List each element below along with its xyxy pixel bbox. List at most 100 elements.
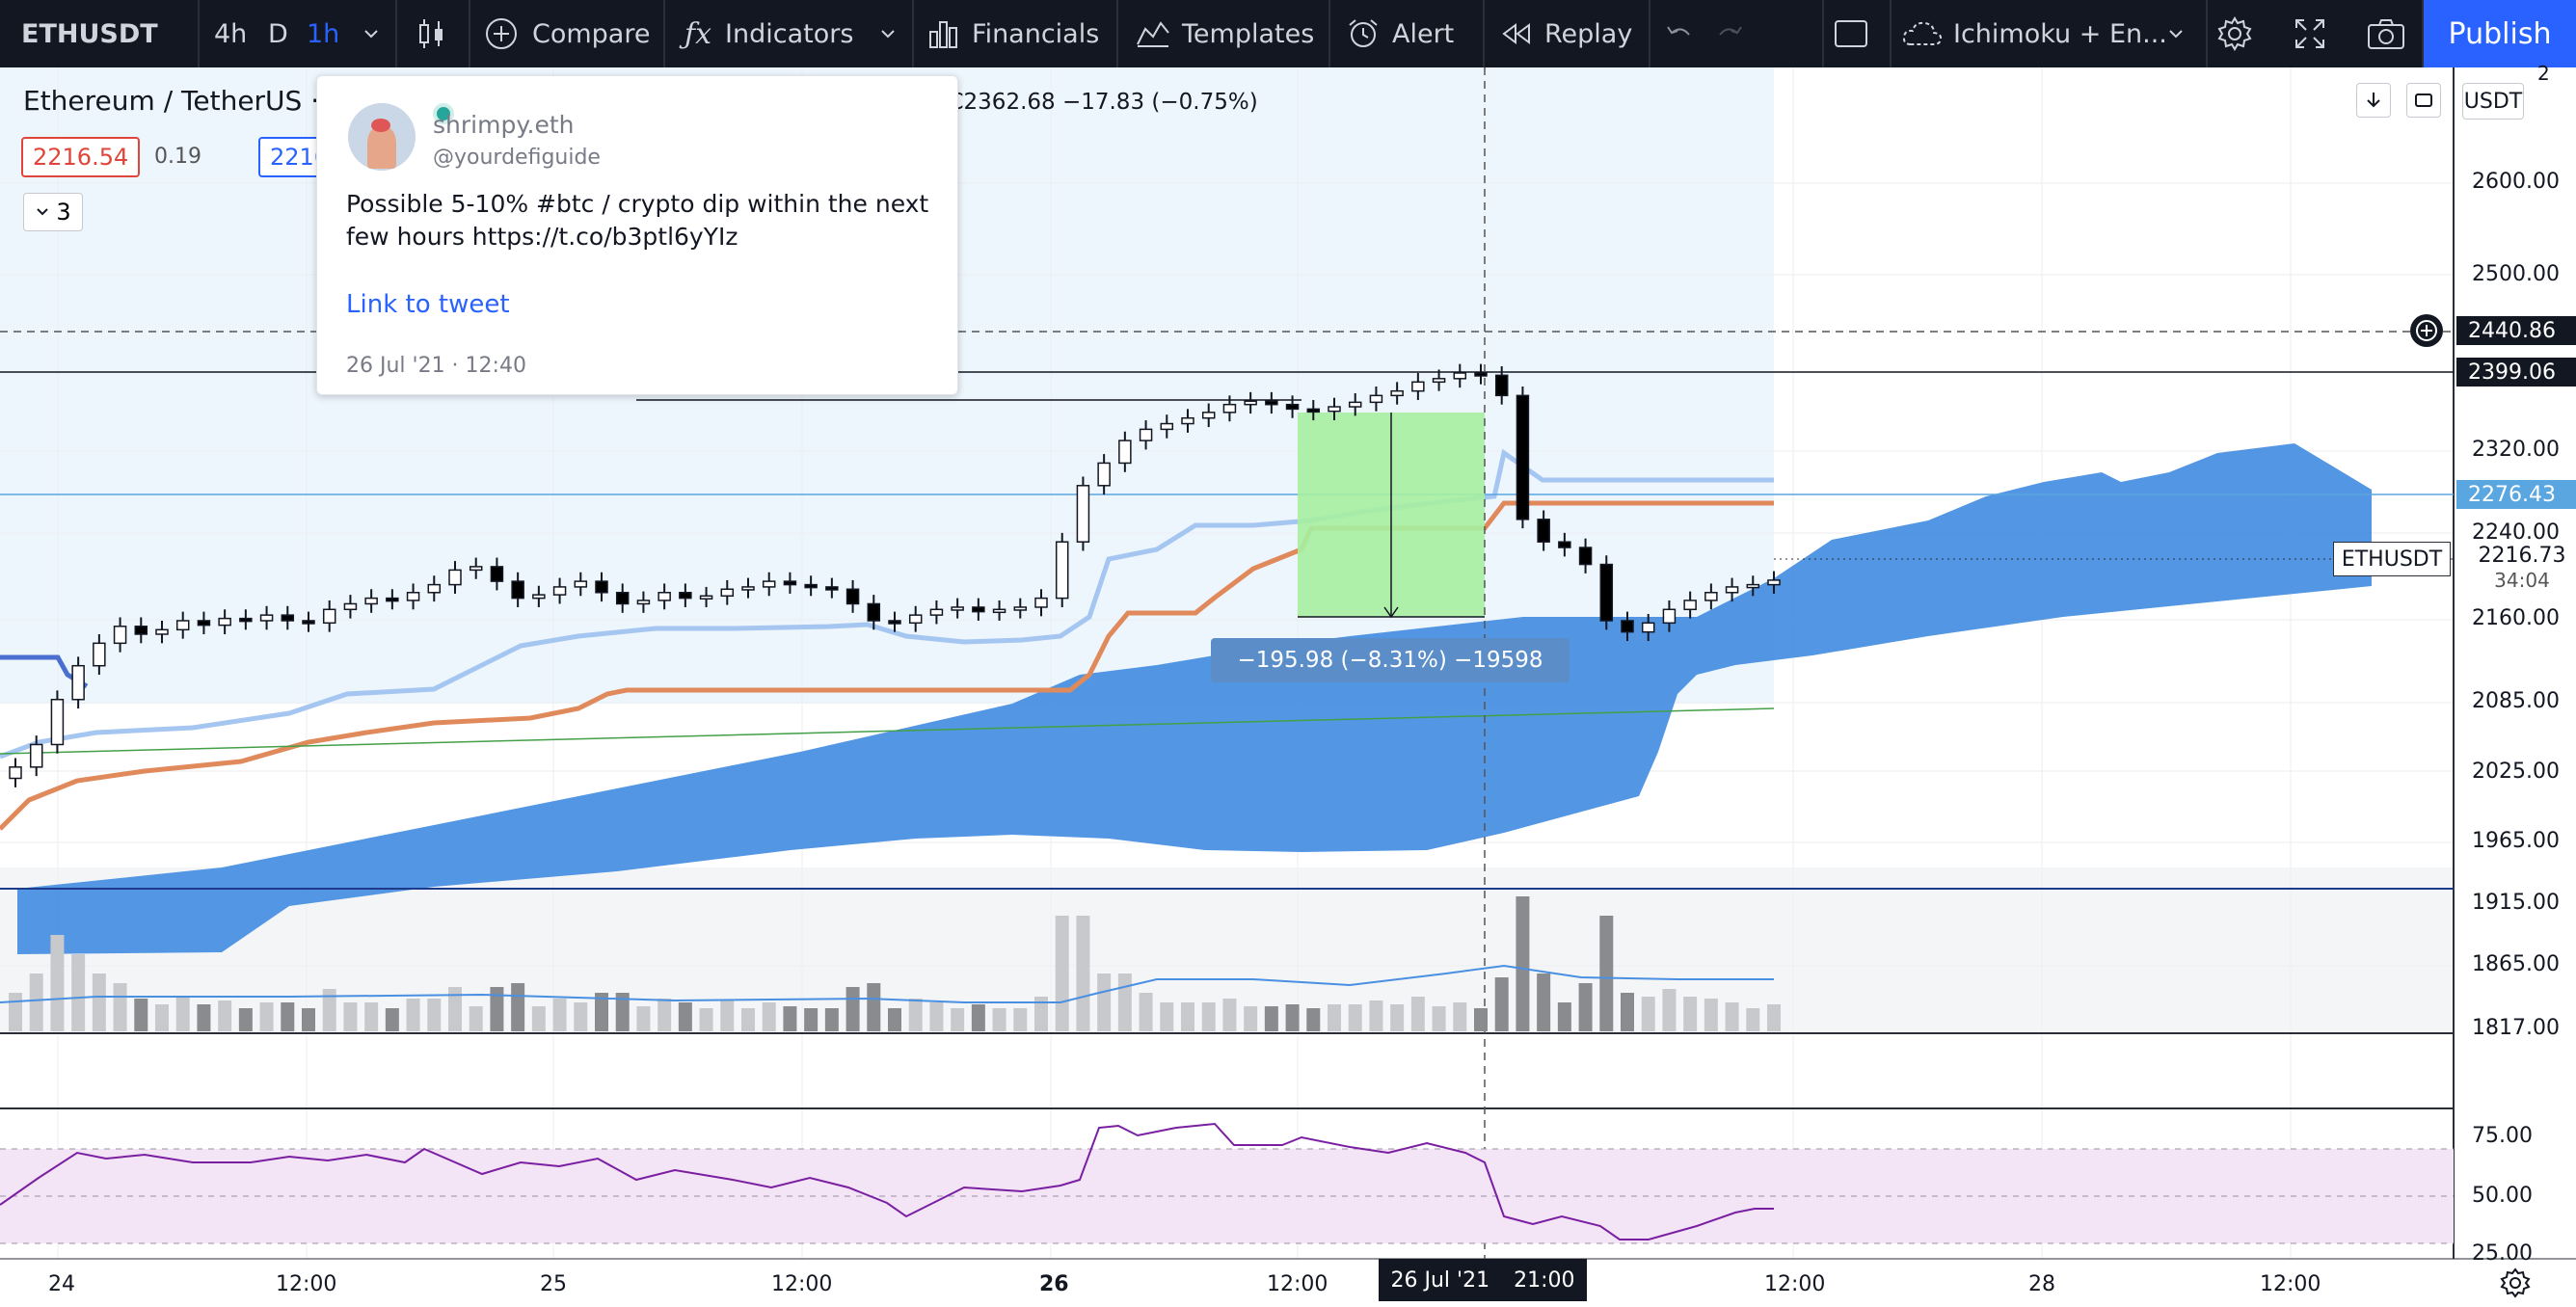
candle-body: [406, 592, 420, 601]
add-alert-plus-icon[interactable]: [2410, 314, 2443, 347]
candle-body: [322, 608, 336, 625]
volume-bar: [1662, 989, 1677, 1031]
undo-icon[interactable]: [1664, 0, 1695, 67]
expand-icon[interactable]: [2293, 0, 2327, 67]
candle-body: [1662, 608, 1677, 625]
layout-chevron-icon[interactable]: [2165, 0, 2187, 67]
volume-bar: [238, 1008, 253, 1031]
candle-body: [448, 569, 462, 586]
interval-d[interactable]: D: [268, 0, 288, 67]
candle-body: [113, 626, 127, 645]
interval-4h[interactable]: 4h: [214, 0, 247, 67]
chart-area[interactable]: Ethereum / TetherUS · 1h · BINANCE O2380…: [0, 62, 2576, 1307]
publish-label: Publish: [2448, 16, 2552, 51]
candle-body: [615, 592, 630, 605]
verified-dot: [433, 103, 454, 124]
rsi-line: [0, 1122, 1774, 1240]
volume-bar: [1641, 997, 1655, 1031]
gear-icon[interactable]: [2215, 0, 2254, 67]
templates-label: Templates: [1182, 18, 1315, 49]
interval-dropdown-chevron-icon[interactable]: [361, 0, 382, 67]
currency-button[interactable]: USDT: [2462, 83, 2524, 120]
volume-bar: [1767, 1004, 1781, 1031]
price-tick: 1915.00: [2472, 891, 2560, 915]
candle-body: [1390, 389, 1404, 397]
volume-bar: [1139, 993, 1153, 1031]
candle-body: [532, 594, 546, 600]
maximize-pane-icon[interactable]: [2406, 83, 2441, 118]
candle-body: [595, 580, 608, 594]
link-to-tweet[interactable]: Link to tweet: [346, 290, 510, 319]
bid-price: 2216.54: [33, 144, 129, 171]
volume-bar: [406, 999, 420, 1031]
interval-4h-label: 4h: [214, 18, 248, 49]
volume-bar: [322, 989, 336, 1031]
compare-label: Compare: [532, 18, 651, 49]
indicators-label: Indicators: [725, 18, 854, 49]
replay-label: Replay: [1544, 18, 1633, 49]
scroll-down-arrow-icon[interactable]: [2356, 83, 2391, 118]
alert-button[interactable]: Alert: [1346, 0, 1454, 67]
candle-body: [1725, 586, 1739, 594]
indicators-button[interactable]: ƒx Indicators: [684, 0, 853, 67]
crosshair-time-tag: 26 Jul '21 21:00: [1379, 1259, 1587, 1301]
time-label: 12:00: [2260, 1272, 2321, 1296]
volume-bar: [113, 983, 127, 1031]
candle-body: [1494, 374, 1509, 397]
layout-name-button[interactable]: Ichimoku + En...: [1901, 0, 2167, 67]
candle-body: [1076, 485, 1090, 543]
symbol-search[interactable]: ETHUSDT: [21, 0, 158, 67]
time-label: 12:00: [276, 1272, 337, 1296]
volume-bar: [1599, 916, 1614, 1031]
volume-bar: [992, 1008, 1006, 1031]
candle-body: [1013, 606, 1028, 611]
tweet-text-line1: Possible 5-10% #btc / crypto dip within …: [346, 190, 929, 218]
volume-bar: [1285, 1004, 1300, 1031]
volume-bar: [888, 1008, 901, 1031]
price-tick: 2240.00: [2472, 520, 2560, 545]
bid-price-button[interactable]: 2216.54: [21, 137, 141, 177]
candle-body: [93, 642, 106, 667]
price-tick: 1817.00: [2472, 1016, 2560, 1040]
volume-bar: [908, 999, 923, 1031]
candle-body: [1411, 381, 1425, 392]
volume-bar: [364, 1002, 379, 1031]
rewind-icon: [1500, 21, 1533, 46]
crosshair-price-tag: 2440.86: [2456, 316, 2576, 345]
collapse-count: 3: [56, 199, 71, 226]
candle-body: [490, 566, 504, 582]
templates-button[interactable]: Templates: [1136, 0, 1314, 67]
candle-body: [1348, 401, 1362, 408]
interval-1h[interactable]: 1h: [307, 0, 339, 67]
candle-body: [1516, 394, 1530, 520]
volume-bar: [867, 983, 881, 1031]
volume-bar: [720, 1000, 735, 1031]
candle-body: [1599, 563, 1614, 622]
alarm-clock-icon: [1346, 17, 1381, 50]
price-tick: 1965.00: [2472, 829, 2560, 853]
camera-icon[interactable]: [2366, 0, 2406, 67]
collapse-indicators-button[interactable]: 3: [23, 193, 83, 231]
volume-bar: [427, 999, 442, 1031]
line-price-tag: 2399.06: [2456, 358, 2576, 387]
volume-bar: [574, 1002, 588, 1031]
redo-icon[interactable]: [1714, 0, 1745, 67]
replay-button[interactable]: Replay: [1500, 0, 1632, 67]
indicators-chevron-icon[interactable]: [877, 0, 899, 67]
publish-button[interactable]: Publish: [2424, 0, 2576, 67]
candle-body: [929, 608, 944, 616]
tweet-text-line2: few hours https://t.co/b3ptl6yYIz: [346, 223, 738, 251]
settings-gear-icon[interactable]: [2499, 1267, 2532, 1303]
rsi-tick: 75.00: [2472, 1124, 2533, 1148]
tweet-author-name: shrimpy.eth: [433, 111, 575, 139]
volume-bar: [1557, 1002, 1571, 1031]
candle-body: [574, 580, 588, 588]
candles-icon[interactable]: [416, 0, 447, 67]
measure-result-label: −195.98 (−8.31%) −19598: [1211, 638, 1570, 682]
price-tick: 2600.00: [2472, 170, 2560, 194]
volume-bar: [469, 1006, 483, 1031]
fullscreen-rectangle-icon[interactable]: [1832, 0, 1870, 67]
financials-button[interactable]: Financials: [927, 0, 1099, 67]
candle-body: [867, 602, 881, 622]
compare-button[interactable]: Compare: [484, 0, 650, 67]
